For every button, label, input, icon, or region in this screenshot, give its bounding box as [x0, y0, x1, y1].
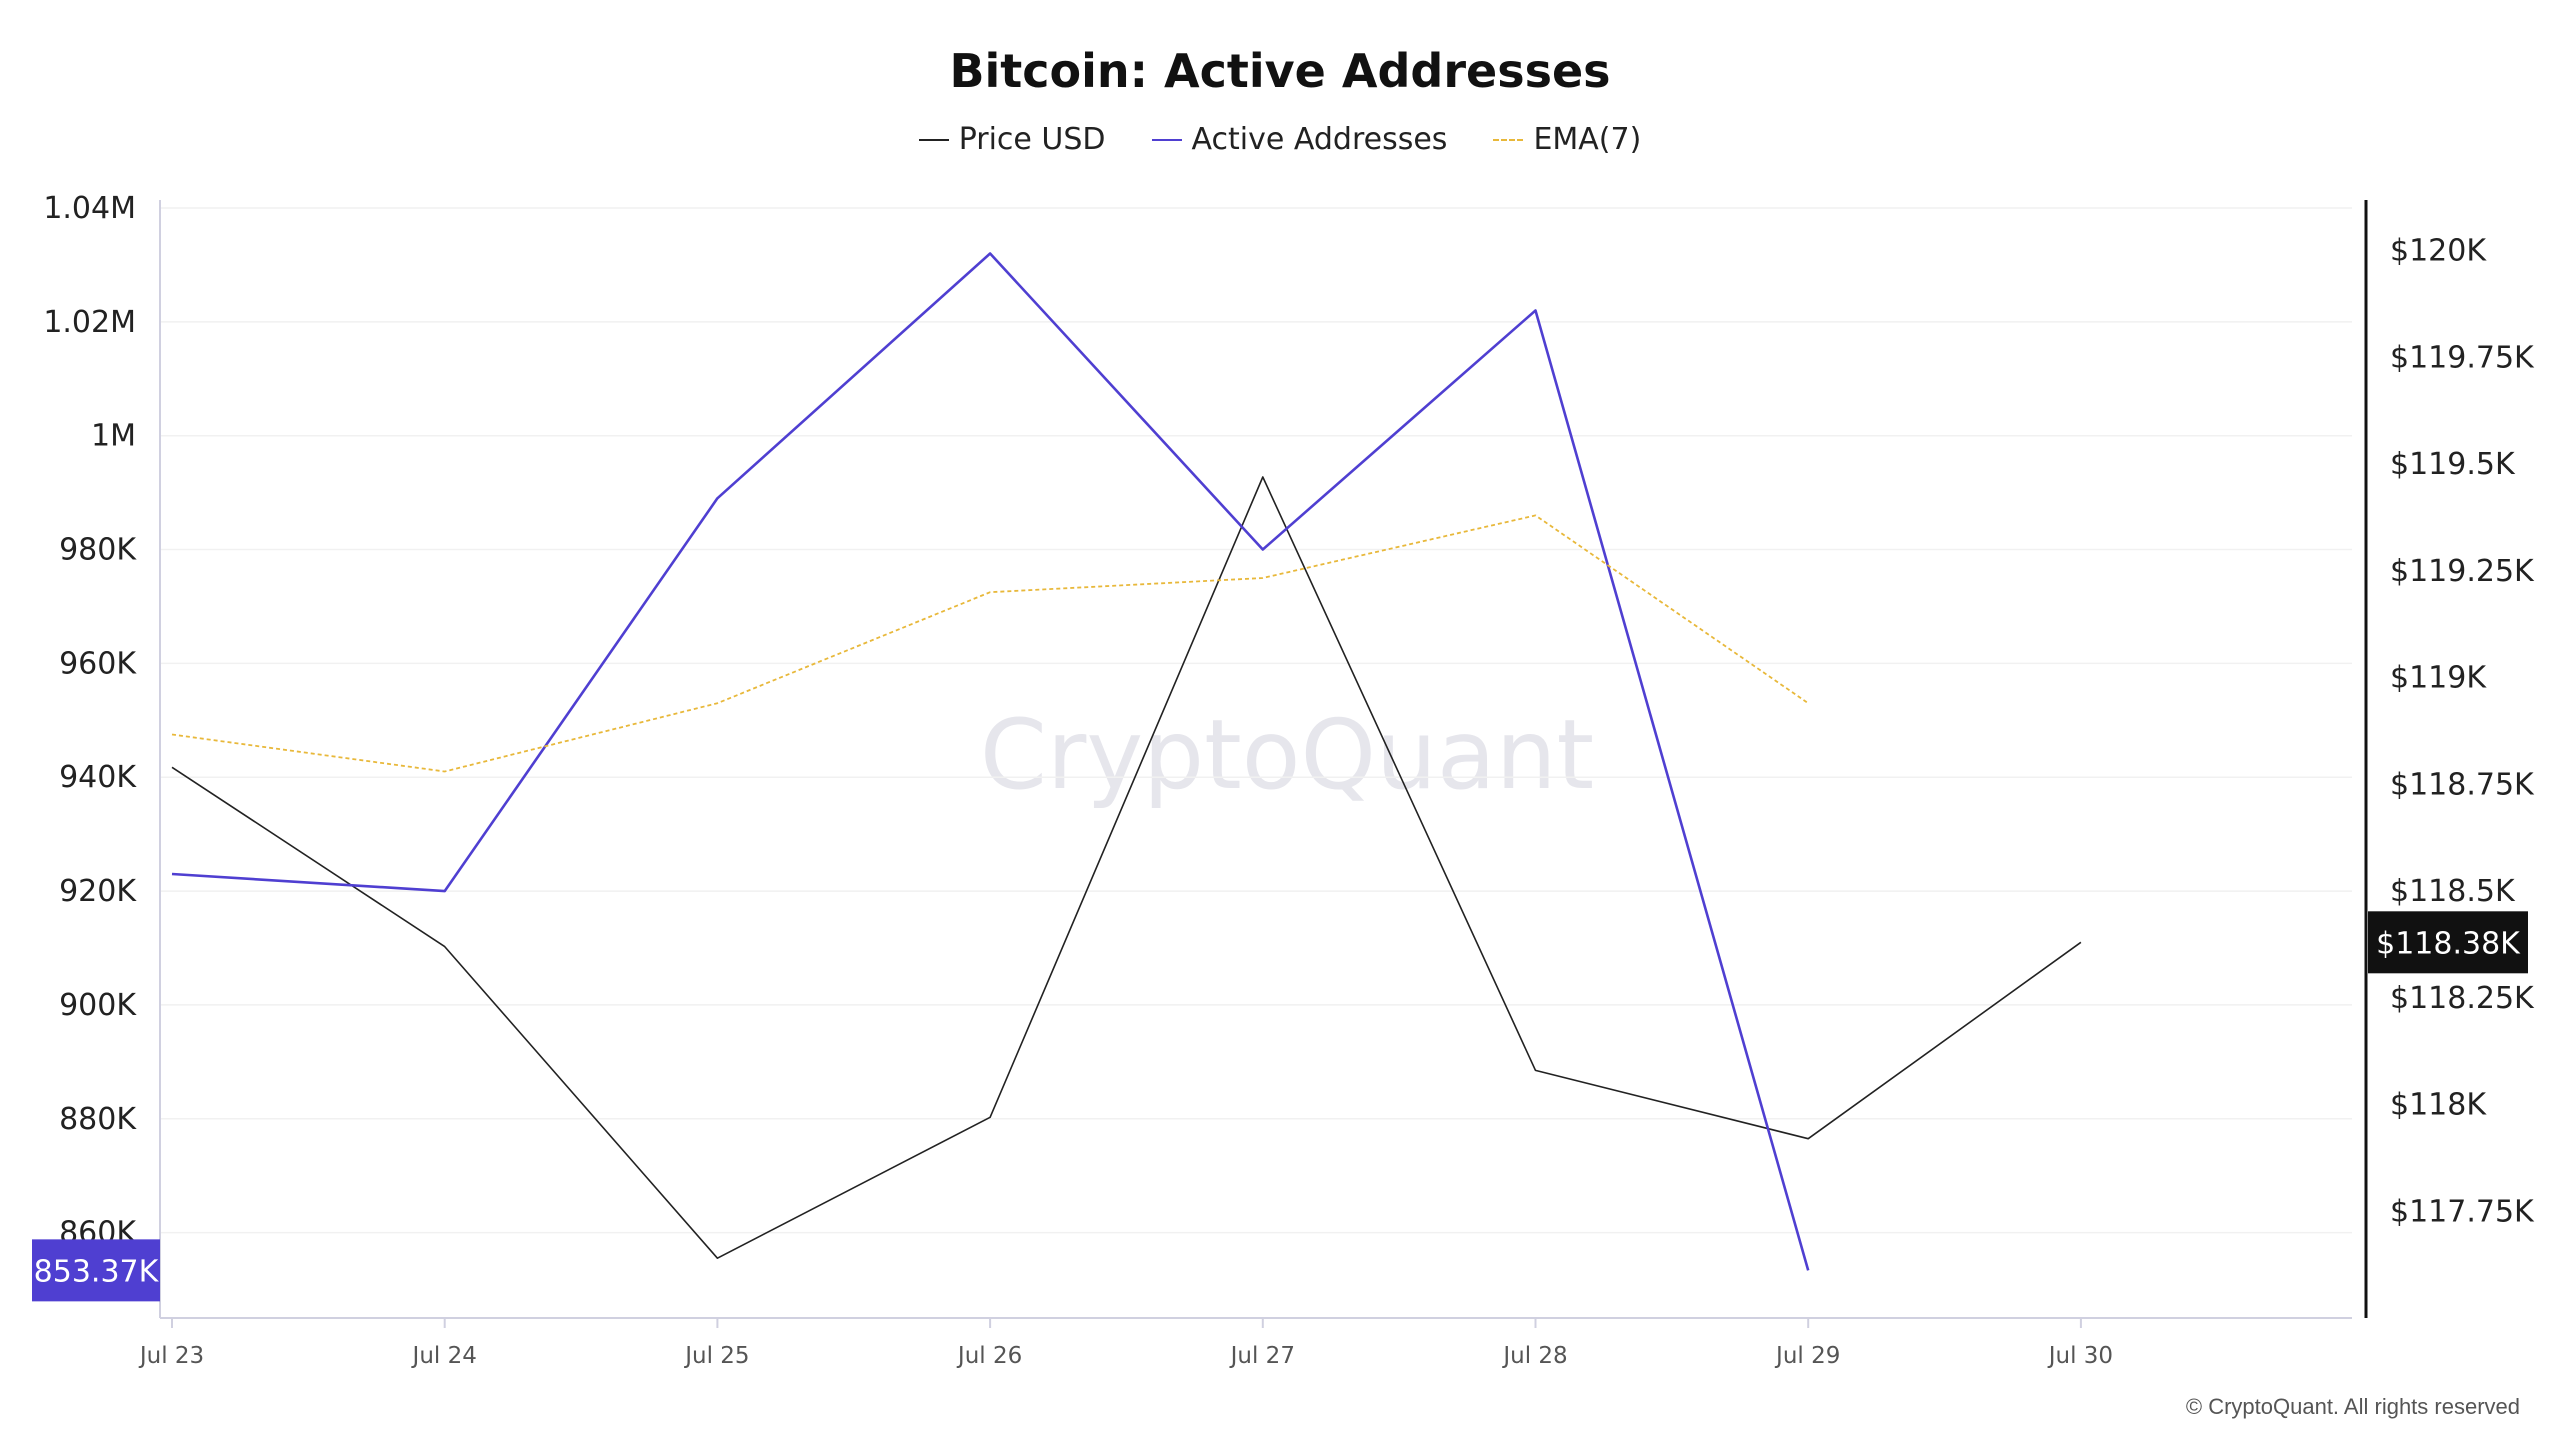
series-line-ema-7 [171, 514, 1809, 773]
watermark: CryptoQuant [980, 699, 1594, 811]
legend-label-price-usd: Price USD [958, 122, 1106, 157]
legend-item-active-addresses[interactable]: Active Addresses [1151, 122, 1448, 157]
x-tick-label: Jul 30 [2047, 1343, 2113, 1369]
series-line-active-addresses [171, 252, 1810, 1271]
y-right-tick-label: $119.5K [2390, 447, 2516, 482]
legend: Price USD Active Addresses EMA(7) [0, 122, 2560, 157]
x-tick-label: Jul 29 [1774, 1343, 1840, 1369]
y-right-tick-label: $118K [2390, 1088, 2487, 1123]
grid-layer [160, 207, 2352, 1234]
y-left-tick-label: 1.02M [43, 305, 136, 340]
axis-layer: 860K880K900K920K940K960K980K1M1.02M1.04M… [43, 191, 2535, 1369]
y-right-tick-label: $118.25K [2390, 981, 2535, 1016]
y-left-tick-label: 960K [59, 646, 137, 681]
legend-item-price-usd[interactable]: Price USD [918, 122, 1106, 157]
x-tick-label: Jul 28 [1501, 1343, 1567, 1369]
y-left-tick-label: 880K [59, 1102, 137, 1137]
x-tick-label: Jul 23 [138, 1343, 204, 1369]
y-right-tick-label: $119K [2390, 661, 2487, 696]
series-layer [171, 252, 2082, 1271]
x-tick-label: Jul 24 [411, 1343, 477, 1369]
x-tick-label: Jul 27 [1229, 1343, 1295, 1369]
y-right-tick-label: $118.75K [2390, 767, 2535, 802]
y-left-tick-label: 980K [59, 533, 137, 568]
legend-label-ema7: EMA(7) [1533, 122, 1642, 157]
current-value-badge-right [2368, 911, 2528, 974]
badge-layer: 853.37K $118.38K [32, 911, 2528, 1302]
y-right-tick-label: $119.25K [2390, 554, 2535, 589]
y-right-tick-label: $120K [2390, 234, 2487, 269]
y-right-tick-label: $118.5K [2390, 874, 2516, 909]
y-left-tick-label: 920K [59, 874, 137, 909]
y-right-tick-label: $119.75K [2390, 340, 2535, 375]
current-value-badge-right-label: $118.38K [2376, 926, 2521, 961]
series-line-price-usd [171, 476, 2082, 1259]
copyright-text: © CryptoQuant. All rights reserved [2185, 1394, 2520, 1419]
legend-swatch-ema7 [1493, 138, 1524, 141]
y-left-tick-label: 940K [59, 760, 137, 795]
legend-swatch-price-usd [918, 138, 949, 141]
y-left-tick-label: 1M [91, 419, 136, 454]
chart-title: Bitcoin: Active Addresses [949, 44, 1611, 98]
x-tick-label: Jul 26 [956, 1343, 1022, 1369]
x-tick-label: Jul 25 [683, 1343, 749, 1369]
legend-swatch-active-addresses [1151, 138, 1182, 141]
y-right-tick-label: $117.75K [2390, 1194, 2535, 1229]
y-left-tick-label: 900K [59, 988, 137, 1023]
current-value-badge-left [32, 1239, 160, 1302]
current-value-badge-left-label: 853.37K [34, 1254, 160, 1289]
legend-label-active-addresses: Active Addresses [1191, 122, 1448, 157]
y-left-tick-label: 1.04M [43, 191, 136, 226]
legend-item-ema7[interactable]: EMA(7) [1493, 122, 1641, 157]
